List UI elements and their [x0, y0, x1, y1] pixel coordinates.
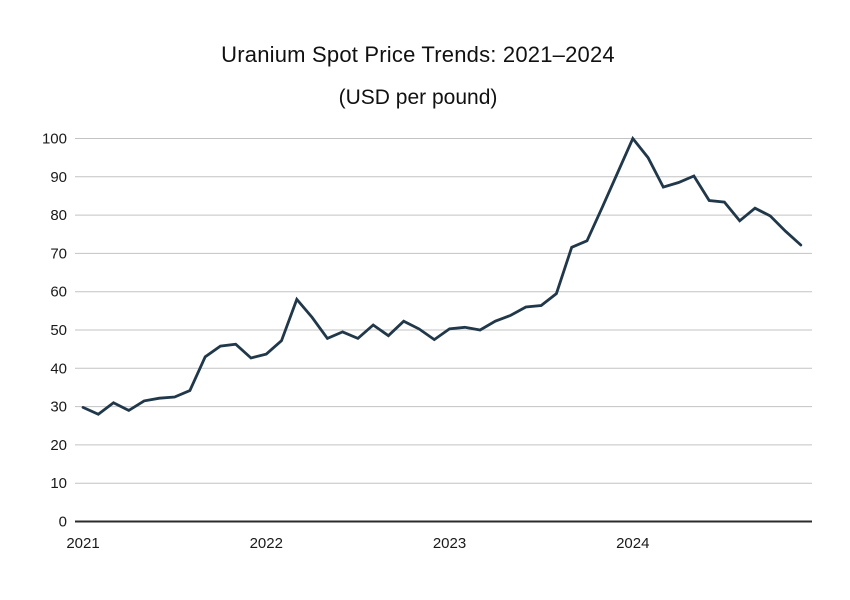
- y-tick-label-80: 80: [50, 207, 67, 224]
- chart-subtitle: (USD per pound): [338, 86, 498, 109]
- x-tick-label-2023: 2023: [433, 535, 466, 552]
- y-tick-label-100: 100: [42, 131, 67, 148]
- y-tick-label-30: 30: [50, 399, 67, 416]
- x-tick-label-2024: 2024: [616, 535, 649, 552]
- y-tick-label-10: 10: [50, 475, 67, 492]
- y-tick-label-70: 70: [50, 245, 67, 262]
- y-tick-label-90: 90: [50, 169, 67, 186]
- y-tick-label-50: 50: [50, 322, 67, 339]
- price-line: [81, 135, 803, 416]
- y-tick-label-60: 60: [50, 284, 67, 301]
- y-tick-label-20: 20: [50, 437, 67, 454]
- x-tick-label-2021: 2021: [66, 535, 99, 552]
- chart-title: Uranium Spot Price Trends: 2021–2024: [221, 42, 615, 67]
- x-tick-label-2022: 2022: [250, 535, 283, 552]
- y-tick-label-40: 40: [50, 360, 67, 377]
- y-tick-label-0: 0: [59, 514, 67, 531]
